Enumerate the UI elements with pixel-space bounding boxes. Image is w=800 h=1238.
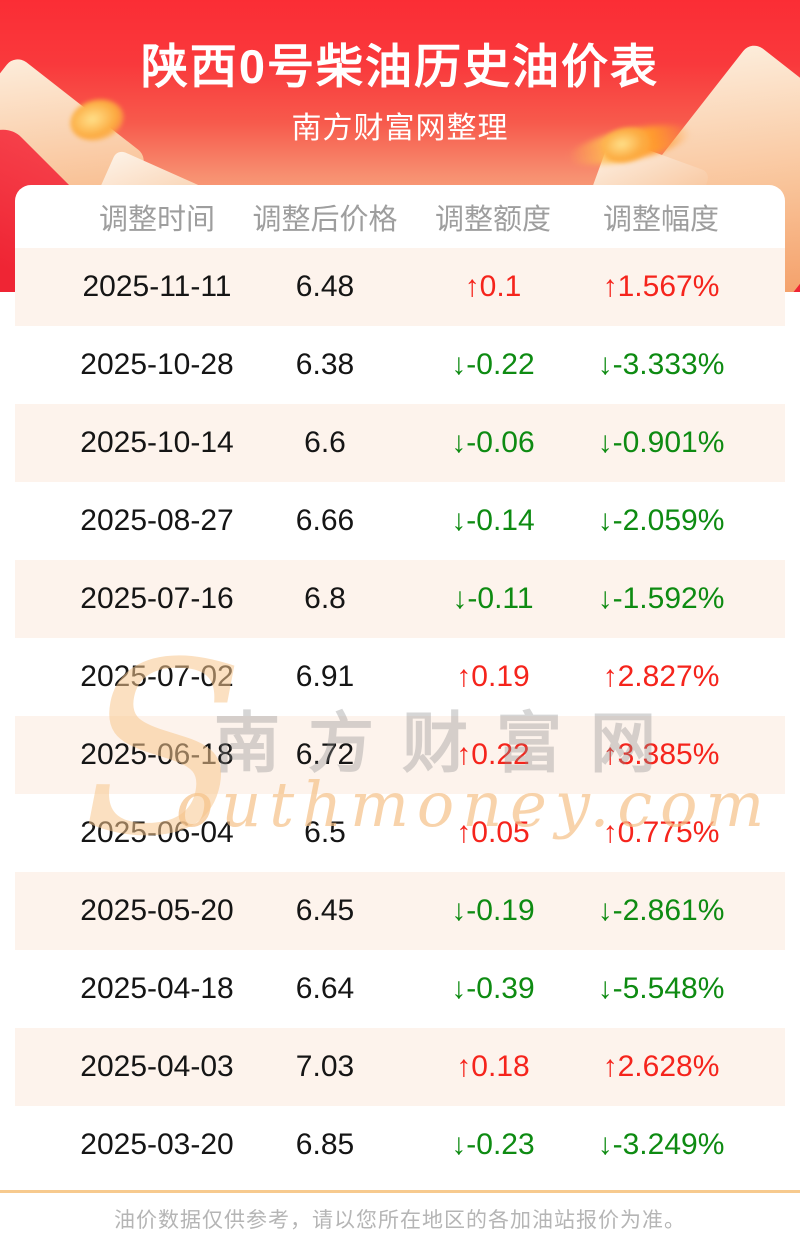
cell-change-rate: ↑3.385% <box>602 738 720 771</box>
cell-change-amount: ↑0.1 <box>464 270 522 303</box>
column-header-adjust-time: 调整时间 <box>98 203 215 236</box>
cell-date: 2025-10-14 <box>80 426 234 459</box>
cell-date: 2025-08-27 <box>80 504 234 537</box>
cell-price: 7.03 <box>295 1050 355 1083</box>
table-row: 2025-03-20 6.85 ↓-0.23 ↓-3.249% <box>15 1106 785 1184</box>
cell-price: 6.38 <box>295 348 355 381</box>
cell-date: 2025-06-18 <box>80 738 234 771</box>
cell-change-amount: ↑0.05 <box>456 816 530 849</box>
cell-date: 2025-06-04 <box>80 816 234 849</box>
cell-date: 2025-11-11 <box>82 270 232 303</box>
table-row: 2025-06-04 6.5 ↑0.05 ↑0.775% <box>15 794 785 872</box>
page-subtitle: 南方财富网整理 <box>291 112 509 145</box>
cell-change-rate: ↓-5.548% <box>597 972 725 1005</box>
cell-price: 6.91 <box>295 660 355 693</box>
cell-date: 2025-10-28 <box>80 348 234 381</box>
cell-change-amount: ↓-0.39 <box>451 972 535 1005</box>
cell-date: 2025-05-20 <box>80 894 234 927</box>
cell-change-amount: ↓-0.14 <box>451 504 535 537</box>
cell-change-rate: ↑0.775% <box>602 816 720 849</box>
cell-change-rate: ↓-0.901% <box>597 426 725 459</box>
cell-price: 6.8 <box>304 582 346 615</box>
cell-date: 2025-04-03 <box>80 1050 234 1083</box>
cell-price: 6.48 <box>295 270 355 303</box>
table-body: 2025-11-11 6.48 ↑0.1 ↑1.567% 2025-10-28 6.38 ↓… <box>15 248 785 1184</box>
cell-change-amount: ↓-0.22 <box>451 348 535 381</box>
cell-price: 6.85 <box>295 1128 355 1161</box>
table-row: 2025-10-14 6.6 ↓-0.06 ↓-0.901% <box>15 404 785 482</box>
cell-date: 2025-03-20 <box>80 1128 234 1161</box>
cell-price: 6.72 <box>295 738 355 771</box>
cell-date: 2025-04-18 <box>80 972 234 1005</box>
cell-change-amount: ↓-0.23 <box>451 1128 535 1161</box>
table-row: 2025-06-18 6.72 ↑0.22 ↑3.385% <box>15 716 785 794</box>
cell-change-amount: ↑0.22 <box>456 738 530 771</box>
table-row: 2025-08-27 6.66 ↓-0.14 ↓-2.059% <box>15 482 785 560</box>
cell-date: 2025-07-02 <box>80 660 234 693</box>
cell-change-rate: ↓-1.592% <box>597 582 725 615</box>
cell-change-rate: ↓-3.333% <box>597 348 725 381</box>
cell-price: 6.5 <box>304 816 346 849</box>
table-row: 2025-11-11 6.48 ↑0.1 ↑1.567% <box>15 248 785 326</box>
cell-price: 6.6 <box>304 426 346 459</box>
cell-change-rate: ↑2.827% <box>602 660 720 693</box>
table-row: 2025-07-02 6.91 ↑0.19 ↑2.827% <box>15 638 785 716</box>
cell-change-amount: ↑0.19 <box>456 660 530 693</box>
cell-change-amount: ↓-0.19 <box>451 894 535 927</box>
footer-divider <box>0 1190 800 1193</box>
cell-change-rate: ↑2.628% <box>602 1050 720 1083</box>
page-title: 陕西0号柴油历史油价表 <box>140 40 660 93</box>
column-header-change-rate: 调整幅度 <box>602 203 719 236</box>
table-row: 2025-05-20 6.45 ↓-0.19 ↓-2.861% <box>15 872 785 950</box>
table-row: 2025-10-28 6.38 ↓-0.22 ↓-3.333% <box>15 326 785 404</box>
cell-price: 6.45 <box>295 894 355 927</box>
cell-change-rate: ↓-3.249% <box>597 1128 725 1161</box>
cell-price: 6.66 <box>295 504 355 537</box>
column-header-price-after: 调整后价格 <box>252 203 398 236</box>
table-header-row: 调整时间 调整后价格 调整额度 调整幅度 <box>15 185 785 248</box>
cell-change-rate: ↓-2.059% <box>597 504 725 537</box>
price-table-card: 调整时间 调整后价格 调整额度 调整幅度 2025-11-11 6.48 ↑0.1 ↑… <box>15 185 785 1184</box>
footer-disclaimer: 油价数据仅供参考，请以您所在地区的各加油站报价为准。 <box>114 1209 686 1232</box>
table-row: 2025-04-03 7.03 ↑0.18 ↑2.628% <box>15 1028 785 1106</box>
cell-date: 2025-07-16 <box>80 582 234 615</box>
cell-change-amount: ↓-0.11 <box>452 582 534 615</box>
cell-change-amount: ↓-0.06 <box>451 426 535 459</box>
cell-change-rate: ↓-2.861% <box>597 894 725 927</box>
cell-price: 6.64 <box>295 972 355 1005</box>
table-row: 2025-07-16 6.8 ↓-0.11 ↓-1.592% <box>15 560 785 638</box>
column-header-change-amount: 调整额度 <box>434 203 551 236</box>
cell-change-rate: ↑1.567% <box>602 270 720 303</box>
cell-change-amount: ↑0.18 <box>456 1050 530 1083</box>
table-row: 2025-04-18 6.64 ↓-0.39 ↓-5.548% <box>15 950 785 1028</box>
